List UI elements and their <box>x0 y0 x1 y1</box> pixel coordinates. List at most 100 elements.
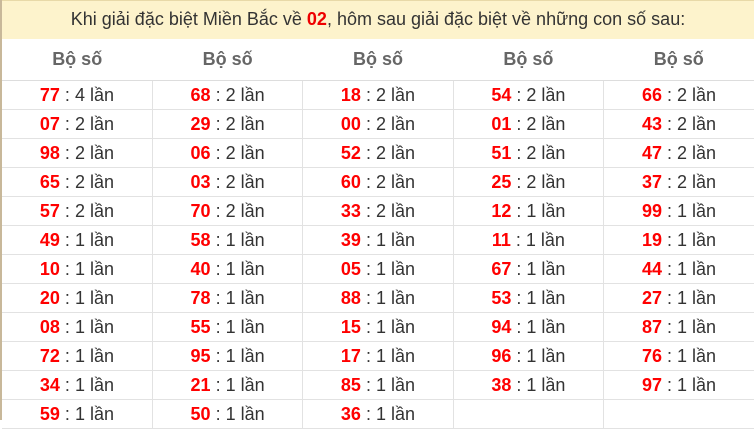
separator: : <box>360 200 376 221</box>
occurrence-count: 1 lần <box>375 403 416 424</box>
lottery-number: 37 <box>641 171 663 192</box>
separator: : <box>210 200 226 221</box>
lottery-number: 27 <box>641 287 663 308</box>
occurrence-count: 2 lần <box>375 142 416 163</box>
lottery-number: 68 <box>190 84 211 105</box>
lottery-number: 06 <box>190 142 211 163</box>
lottery-number: 11 <box>491 229 511 250</box>
lottery-number: 58 <box>190 229 211 250</box>
occurrence-count: 1 lần <box>677 374 717 395</box>
title-highlight-number: 02 <box>306 9 327 29</box>
lottery-number: 70 <box>190 200 211 221</box>
column-header: Bộ số <box>302 39 454 81</box>
table-cell: 12 : 1 lần <box>452 196 605 226</box>
table-cell: 43 : 2 lần <box>603 109 754 139</box>
table-cell: 05 : 1 lần <box>302 254 454 284</box>
lottery-number: 78 <box>190 287 211 308</box>
table-cell: 27 : 1 lần <box>603 283 754 313</box>
lottery-number: 97 <box>641 374 663 395</box>
lottery-number: 67 <box>491 258 512 279</box>
table-cell: 40 : 1 lần <box>151 254 304 284</box>
table-cell: 15 : 1 lần <box>302 312 454 342</box>
table-cell: 98 : 2 lần <box>2 138 153 168</box>
occurrence-count: 2 lần <box>375 113 416 134</box>
table-cell: 11 : 1 lần <box>452 225 605 255</box>
table-cell: 34 : 1 lần <box>2 370 153 400</box>
separator: : <box>662 316 678 337</box>
separator: : <box>210 171 226 192</box>
occurrence-count: 1 lần <box>375 345 416 366</box>
table-cell: 18 : 2 lần <box>302 80 454 110</box>
separator: : <box>210 258 226 279</box>
occurrence-count: 2 lần <box>74 142 114 163</box>
separator: : <box>360 229 376 250</box>
lottery-number: 66 <box>641 84 663 105</box>
separator: : <box>210 229 226 250</box>
lottery-number: 49 <box>39 229 60 250</box>
separator: : <box>360 287 376 308</box>
table-cell: 76 : 1 lần <box>603 341 754 371</box>
lottery-number: 29 <box>190 113 211 134</box>
table-row: 08 : 1 lần 55 : 1 lần 15 : 1 lần 94 : 1 lần… <box>2 312 754 342</box>
occurrence-count: 1 lần <box>225 258 265 279</box>
occurrence-count: 1 lần <box>375 316 416 337</box>
table-cell: 08 : 1 lần <box>2 312 153 342</box>
table-row: 20 : 1 lần 78 : 1 lần 88 : 1 lần 53 : 1 lần… <box>2 283 754 313</box>
separator: : <box>360 84 376 105</box>
table-cell: 01 : 2 lần <box>452 109 605 139</box>
lottery-number: 99 <box>641 200 663 221</box>
table-cell: 95 : 1 lần <box>151 341 304 371</box>
table-cell: 29 : 2 lần <box>151 109 304 139</box>
table-cell: 57 : 2 lần <box>2 196 153 226</box>
occurrence-count: 2 lần <box>677 142 717 163</box>
separator: : <box>511 345 527 366</box>
occurrence-count: 1 lần <box>375 287 416 308</box>
separator: : <box>210 316 226 337</box>
lottery-number: 51 <box>491 142 512 163</box>
separator: : <box>210 84 226 105</box>
table-cell: 44 : 1 lần <box>603 254 754 284</box>
lottery-number: 72 <box>39 345 60 366</box>
occurrence-count: 1 lần <box>74 316 114 337</box>
table-cell: 68 : 2 lần <box>151 80 304 110</box>
separator: : <box>511 374 527 395</box>
occurrence-count: 2 lần <box>375 200 416 221</box>
lottery-number: 20 <box>39 287 60 308</box>
lottery-number: 07 <box>39 113 60 134</box>
occurrence-count: 2 lần <box>375 171 416 192</box>
table-cell: 94 : 1 lần <box>452 312 605 342</box>
table-cell: 58 : 1 lần <box>151 225 304 255</box>
table-cell: 67 : 1 lần <box>452 254 605 284</box>
lottery-number: 76 <box>641 345 663 366</box>
lottery-number: 85 <box>340 374 361 395</box>
separator: : <box>59 403 75 424</box>
lottery-number: 59 <box>39 403 60 424</box>
lottery-number: 94 <box>491 316 512 337</box>
column-header: Bộ số <box>2 39 153 81</box>
occurrence-count: 1 lần <box>74 229 114 250</box>
lottery-number: 57 <box>39 200 60 221</box>
lottery-number: 47 <box>641 142 663 163</box>
table-cell: 54 : 2 lần <box>452 80 605 110</box>
table-row: 07 : 2 lần 29 : 2 lần 00 : 2 lần 01 : 2 lần… <box>2 109 754 139</box>
occurrence-count: 1 lần <box>677 287 717 308</box>
table-cell: 72 : 1 lần <box>2 341 153 371</box>
lottery-number: 87 <box>641 316 663 337</box>
table-cell: 78 : 1 lần <box>151 283 304 313</box>
lottery-number: 43 <box>641 113 663 134</box>
table-cell: 88 : 1 lần <box>302 283 454 313</box>
separator: : <box>511 171 527 192</box>
table-cell: 60 : 2 lần <box>302 167 454 197</box>
lottery-number: 60 <box>340 171 361 192</box>
separator: : <box>59 345 75 366</box>
table-row: 65 : 2 lần 03 : 2 lần 60 : 2 lần 25 : 2 lần… <box>2 167 754 197</box>
table-cell: 59 : 1 lần <box>2 399 153 429</box>
separator: : <box>662 84 678 105</box>
lottery-number: 34 <box>39 374 60 395</box>
lottery-number: 96 <box>491 345 512 366</box>
separator: : <box>59 287 75 308</box>
lottery-number: 52 <box>340 142 361 163</box>
table-row: 98 : 2 lần 06 : 2 lần 52 : 2 lần 51 : 2 lần… <box>2 138 754 168</box>
table-cell: 07 : 2 lần <box>2 109 153 139</box>
